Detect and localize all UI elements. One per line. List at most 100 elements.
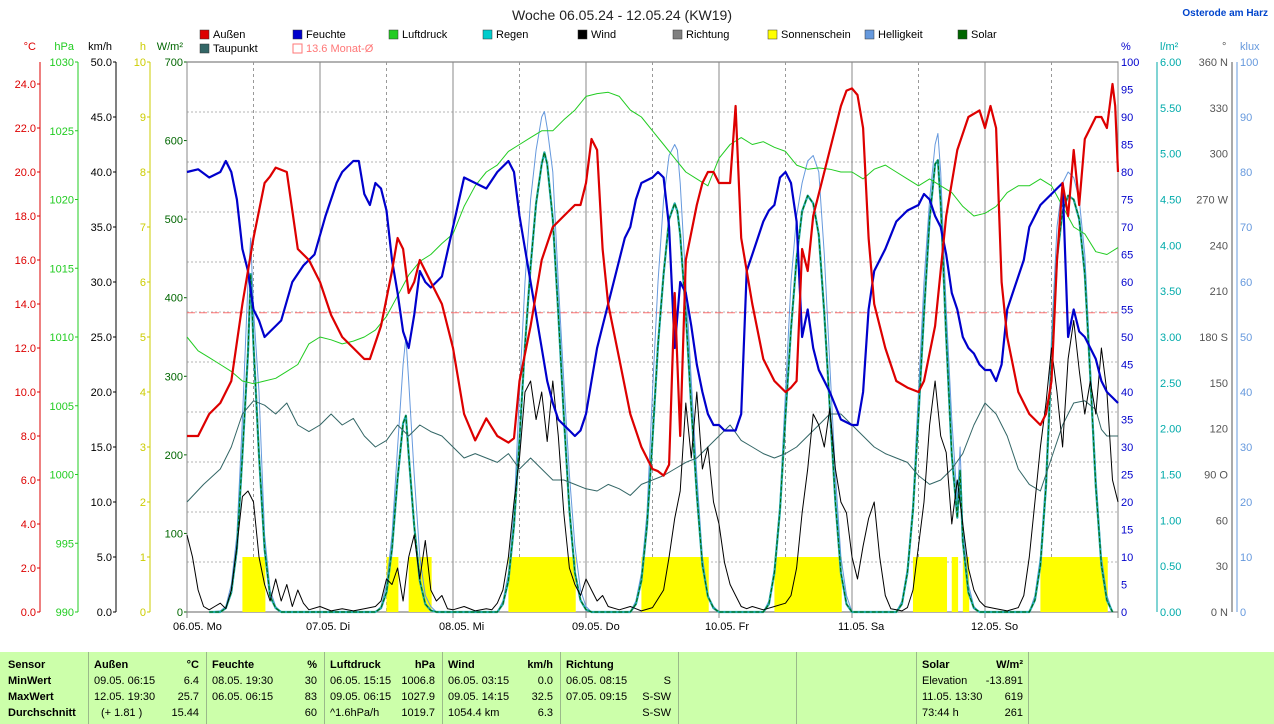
sunshine-bar	[673, 557, 676, 612]
sunshine-bar	[1050, 557, 1053, 612]
sunshine-bar	[555, 557, 558, 612]
legend-swatch	[672, 29, 683, 40]
x-tick-label: 07.05. Di	[306, 621, 350, 633]
axis-tick-label-temp: 0.0	[21, 607, 36, 619]
x-tick-label: 06.05. Mo	[173, 621, 222, 633]
axis-tick-label-humidity: 50	[1121, 332, 1133, 344]
legend-label: Wind	[591, 29, 616, 41]
sunshine-bar	[688, 557, 691, 612]
sunshine-bar	[831, 557, 834, 612]
sunshine-bar	[243, 557, 247, 612]
sunshine-bar	[915, 557, 918, 612]
sunshine-bar	[523, 557, 526, 612]
sunshine-bar	[389, 557, 392, 612]
axis-tick-label-rain: 3.00	[1160, 332, 1181, 344]
axis-tick-label-wind: 20.0	[91, 387, 112, 399]
sunshine-bar	[1081, 557, 1085, 612]
sunshine-bar	[415, 557, 418, 612]
sunshine-bar	[1045, 557, 1049, 612]
axis-tick-label-temp: 20.0	[15, 167, 36, 179]
sunshine-bar	[412, 557, 416, 612]
stats-value: 619	[1004, 691, 1023, 703]
stats-time: ^1.6hPa/h	[330, 707, 380, 719]
sunshine-bar	[1073, 557, 1076, 612]
sunshine-bar	[827, 557, 830, 612]
legend-swatch	[292, 43, 303, 54]
sunshine-bar	[642, 557, 646, 612]
sunshine-bar	[1086, 557, 1089, 612]
sunshine-bar	[530, 557, 533, 612]
axis-tick-label-solar: 100	[165, 528, 183, 540]
stats-solar: Solar W/m² Elevation -13.891 11.05. 13:3…	[916, 652, 1029, 724]
sunshine-bar	[935, 557, 938, 612]
stats-time: 06.05. 08:15	[566, 675, 628, 687]
stats-time: 11.05. 13:30	[922, 691, 983, 703]
axis-tick-label-temp: 22.0	[15, 123, 36, 135]
sunshine-bar	[648, 557, 651, 612]
axis-tick-label-wind: 30.0	[91, 277, 112, 289]
legend-label: Richtung	[686, 29, 729, 41]
sunshine-bar	[567, 557, 571, 612]
sunshine-bar	[656, 557, 659, 612]
sunshine-bar	[538, 557, 542, 612]
sunshine-bar	[839, 557, 842, 612]
axis-tick-label-humidity: 70	[1121, 222, 1133, 234]
stats-time: 1054.4 km	[448, 707, 500, 719]
sunshine-bar	[775, 557, 779, 612]
stats-sensor-header: Sensor	[8, 659, 46, 671]
axis-tick-label-temp: 8.0	[21, 431, 36, 443]
axis-tick-label-sunshine: 2	[140, 497, 146, 509]
axis-unit-direction: °	[1222, 41, 1226, 53]
sunshine-bar	[802, 557, 805, 612]
series-line-außen	[187, 82, 1120, 477]
sunshine-bar	[817, 557, 820, 612]
axes: 0.02.04.06.08.010.012.014.016.018.020.02…	[15, 41, 1260, 619]
axis-tick-label-rain: 3.50	[1160, 286, 1181, 298]
axis-tick-label-rain: 2.50	[1160, 378, 1181, 390]
sunshine-bar	[547, 557, 550, 612]
axis-tick-label-solar: 600	[165, 136, 183, 148]
stats-empty-2	[796, 652, 917, 724]
stats-value: 83	[304, 691, 317, 703]
sunshine-bar	[789, 557, 792, 612]
sunshine-bar	[1075, 557, 1078, 612]
sunshine-bar	[918, 557, 921, 612]
sunshine-bar	[644, 557, 647, 612]
axis-tick-label-direction: 120	[1210, 424, 1228, 436]
sunshine-bar	[1051, 557, 1054, 612]
axis-tick-label-temp: 2.0	[21, 563, 36, 575]
sunshine-bar	[261, 557, 265, 612]
sunshine-bar	[570, 557, 573, 612]
sunshine-bar	[511, 557, 514, 612]
sunshine-bar	[1088, 557, 1092, 612]
sunshine-bar	[246, 557, 249, 612]
sunshine-bar	[649, 557, 652, 612]
sunshine-bar	[411, 557, 414, 612]
sunshine-bar	[786, 557, 790, 612]
stats-title: Feuchte	[212, 659, 255, 671]
sunshine-bar	[942, 557, 945, 612]
axis-tick-label-lux: 40	[1240, 387, 1252, 399]
sunshine-bar	[917, 557, 920, 612]
axis-tick-label-sunshine: 1	[140, 552, 146, 564]
sunshine-bar	[416, 557, 420, 612]
axis-tick-label-direction: 270 W	[1196, 195, 1228, 207]
sunshine-bar	[919, 557, 923, 612]
legend-swatch	[199, 43, 210, 54]
sunshine-bar	[658, 557, 661, 612]
axis-tick-label-temp: 6.0	[21, 475, 36, 487]
axis-tick-label-lux: 60	[1240, 277, 1252, 289]
sunshine-bar	[1084, 557, 1087, 612]
axis-unit-humidity: %	[1121, 41, 1131, 53]
x-tick-label: 10.05. Fr	[705, 621, 749, 633]
axis-tick-label-direction: 360 N	[1199, 57, 1228, 69]
stats-value: 1006.8	[401, 675, 435, 687]
x-axis-ticks: 06.05. Mo 07.05. Di 08.05. Mi 09.05. Do 10.0…	[173, 621, 1018, 633]
sunshine-bar	[515, 557, 518, 612]
sunshine-bar	[678, 557, 682, 612]
sunshine-bar	[782, 557, 785, 612]
sunshine-bar	[691, 557, 694, 612]
sunshine-bar	[1095, 557, 1099, 612]
sunshine-bar	[682, 557, 686, 612]
axis-unit-lux: klux	[1240, 41, 1260, 53]
